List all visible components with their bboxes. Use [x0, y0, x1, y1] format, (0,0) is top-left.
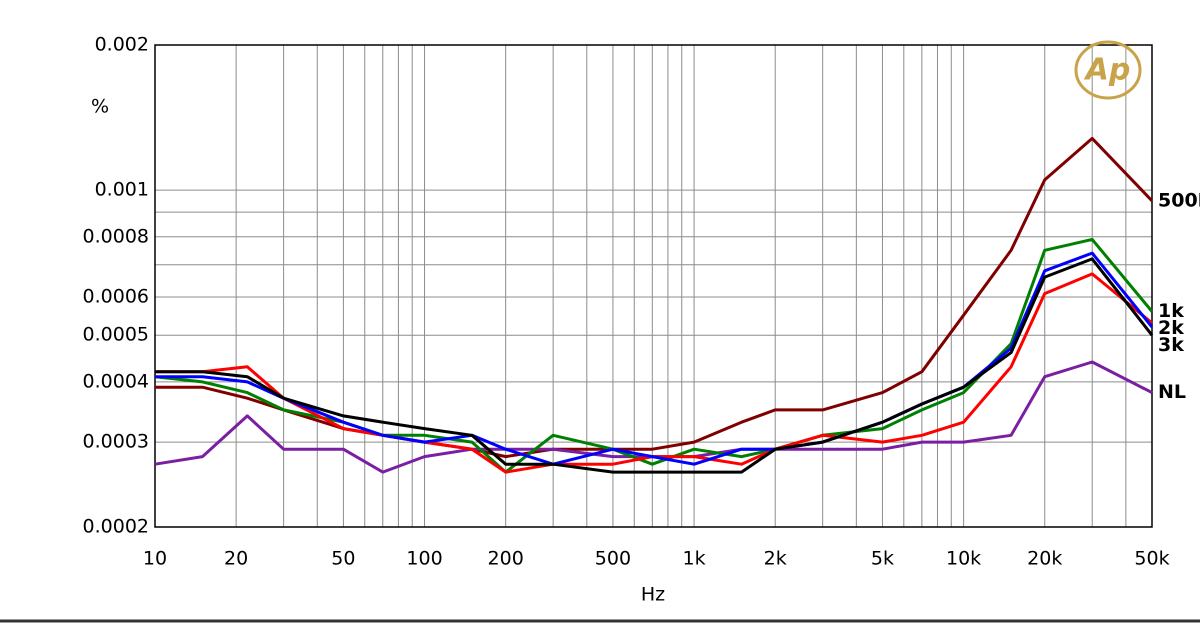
x-tick-label: 20k — [1027, 548, 1062, 570]
series-label: NL — [1158, 381, 1186, 403]
x-tick-label: 200 — [488, 548, 524, 570]
x-tick-label: 10 — [143, 548, 167, 570]
x-tick-label: 10k — [946, 548, 981, 570]
series-group — [154, 136, 1154, 474]
x-axis-label: Hz — [641, 584, 665, 606]
labels: 10 20 50 100 200 500 1k 2k 5k 10k 20k 50k0.00020.00… — [83, 34, 1200, 570]
y-tick-label: 0.0004 — [83, 370, 149, 392]
series-label: 3k — [1158, 334, 1184, 356]
y-tick-label: 0.002 — [95, 34, 149, 56]
x-tick-label: 20 — [224, 548, 248, 570]
x-tick-label: 1k — [683, 548, 706, 570]
logo-text: Ap — [1084, 53, 1131, 88]
series-line — [155, 136, 1154, 459]
series-line — [155, 257, 1154, 474]
y-tick-label: 0.0006 — [83, 286, 149, 308]
y-tick-label: 0.0008 — [83, 225, 149, 247]
x-tick-label: 50k — [1134, 548, 1169, 570]
logo: Ap — [1074, 40, 1142, 100]
x-tick-label: 5k — [871, 548, 894, 570]
logo-ring — [1074, 40, 1142, 100]
series-label: 1k — [1158, 300, 1184, 322]
x-tick-label: 50 — [331, 548, 355, 570]
y-tick-label: 0.001 — [95, 179, 149, 201]
y-tick-label: 0.0002 — [83, 516, 149, 538]
y-tick-label: 0.0003 — [83, 431, 149, 453]
y-tick-label: 0.0005 — [83, 324, 149, 346]
series-label: 2k — [1158, 317, 1184, 339]
x-tick-label: 500 — [595, 548, 631, 570]
series-label: 500R — [1158, 189, 1200, 211]
x-tick-label: 100 — [406, 548, 442, 570]
y-axis-label: % — [91, 96, 109, 118]
plot-frame — [154, 44, 1153, 528]
x-tick-label: 2k — [764, 548, 787, 570]
